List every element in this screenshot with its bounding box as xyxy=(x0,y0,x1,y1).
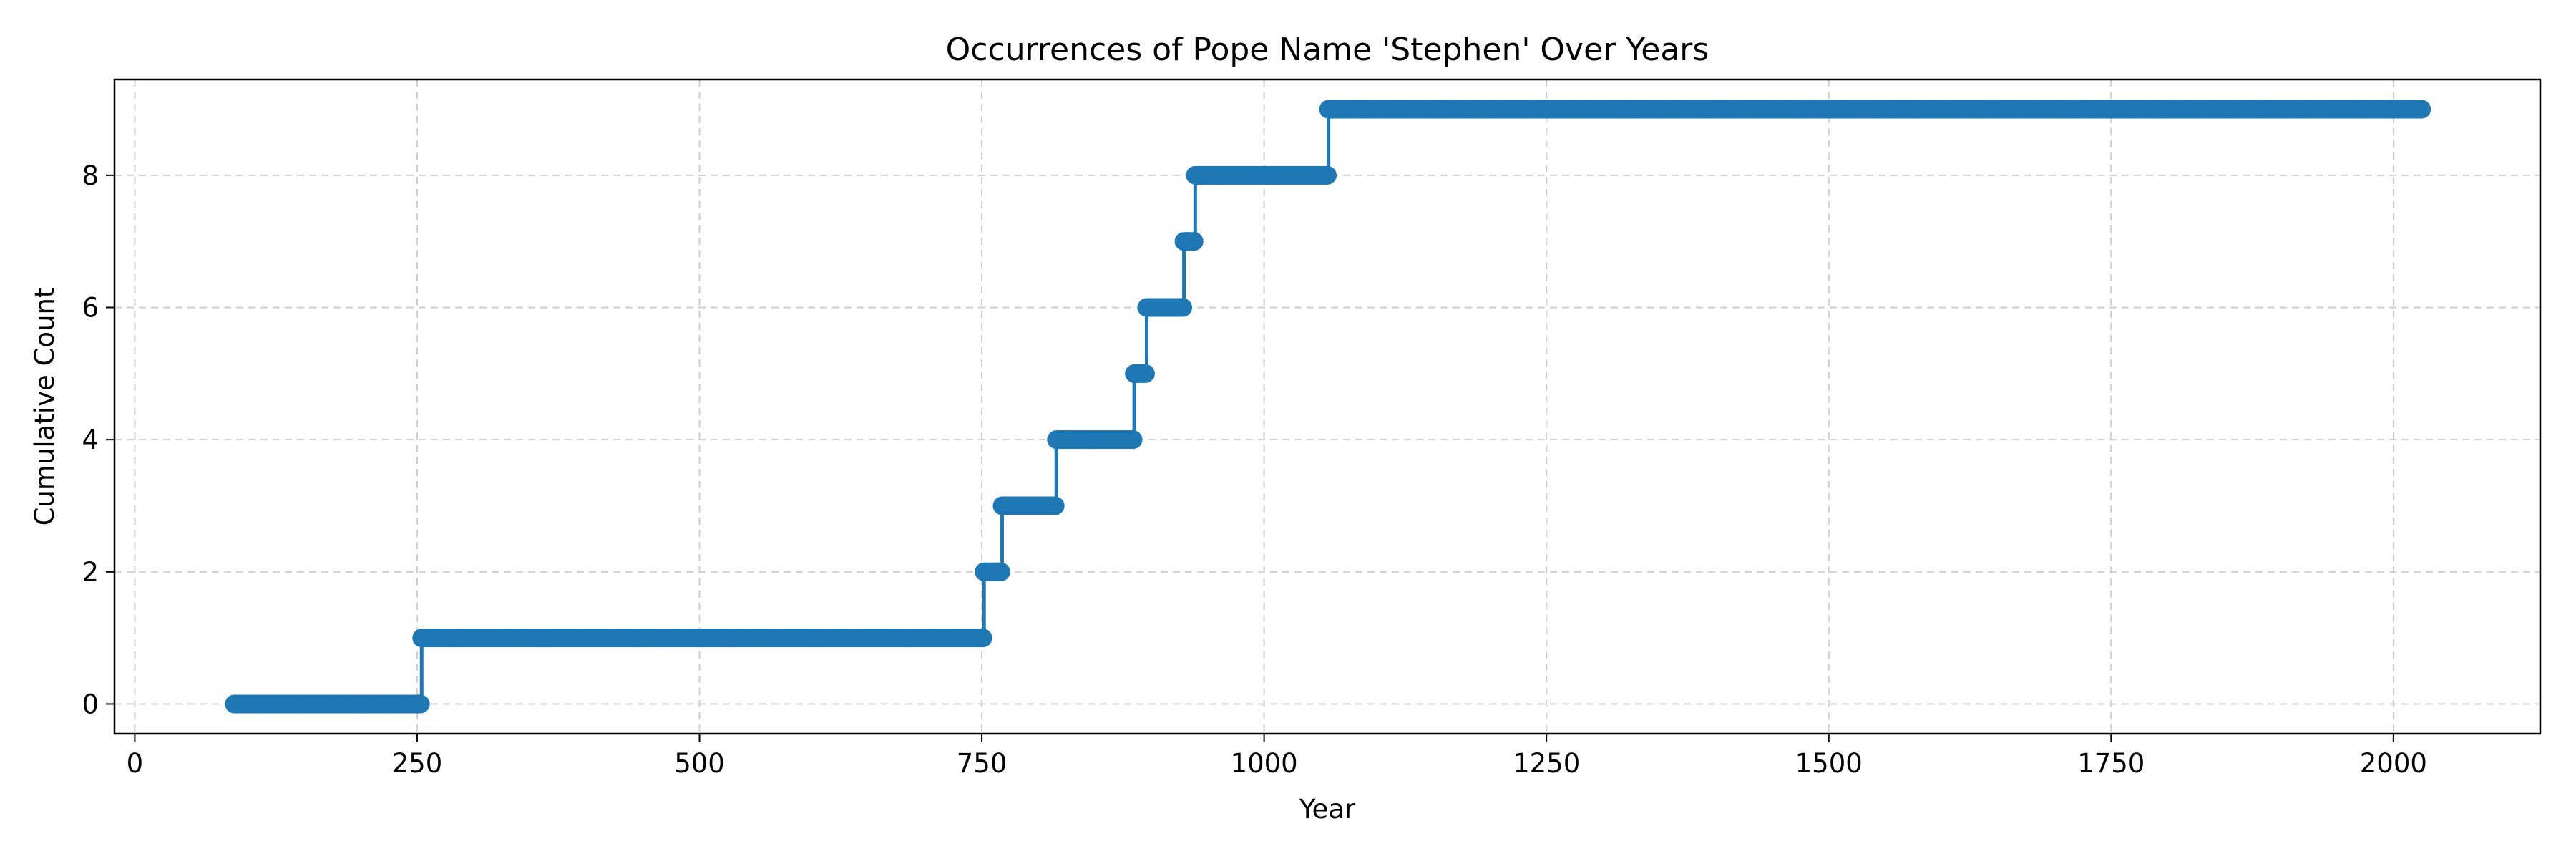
data-point xyxy=(991,562,1010,581)
x-tick-label: 1500 xyxy=(1795,748,1863,779)
data-point xyxy=(1184,232,1204,251)
plot-frame xyxy=(113,78,2542,735)
y-tick-label: 4 xyxy=(82,424,99,455)
data-point xyxy=(1136,364,1155,383)
y-tick-label: 6 xyxy=(82,293,99,324)
y-tick-label: 0 xyxy=(82,689,99,719)
grid-layer xyxy=(114,79,2540,734)
x-tick-label: 500 xyxy=(674,748,725,779)
data-point xyxy=(1123,430,1143,450)
x-tick-label: 1750 xyxy=(2077,748,2145,779)
data-point xyxy=(2412,100,2431,119)
y-tick-label: 2 xyxy=(82,557,99,588)
data-point xyxy=(1173,298,1192,317)
y-axis-label: Cumulative Count xyxy=(29,288,60,526)
data-point xyxy=(1045,496,1065,515)
x-tick-label: 750 xyxy=(957,748,1008,779)
data-point xyxy=(1318,165,1337,185)
series-line xyxy=(234,107,2422,706)
tick-layer: 0 250 500 750 1000 1250 1500 1750 2000 0 2 4 6 8 xyxy=(82,160,2426,779)
x-tick-label: 1250 xyxy=(1513,748,1580,779)
data-point xyxy=(973,629,992,648)
chart-title: Occurrences of Pope Name 'Stephen' Over … xyxy=(946,31,1709,68)
x-tick-label: 250 xyxy=(392,748,443,779)
x-tick-label: 2000 xyxy=(2360,748,2427,779)
x-tick-label: 0 xyxy=(127,748,144,779)
series-layer xyxy=(225,100,2431,714)
x-tick-label: 1000 xyxy=(1231,748,1298,779)
x-axis-label: Year xyxy=(1299,794,1356,825)
data-point xyxy=(411,694,430,714)
y-tick-label: 8 xyxy=(82,160,99,191)
